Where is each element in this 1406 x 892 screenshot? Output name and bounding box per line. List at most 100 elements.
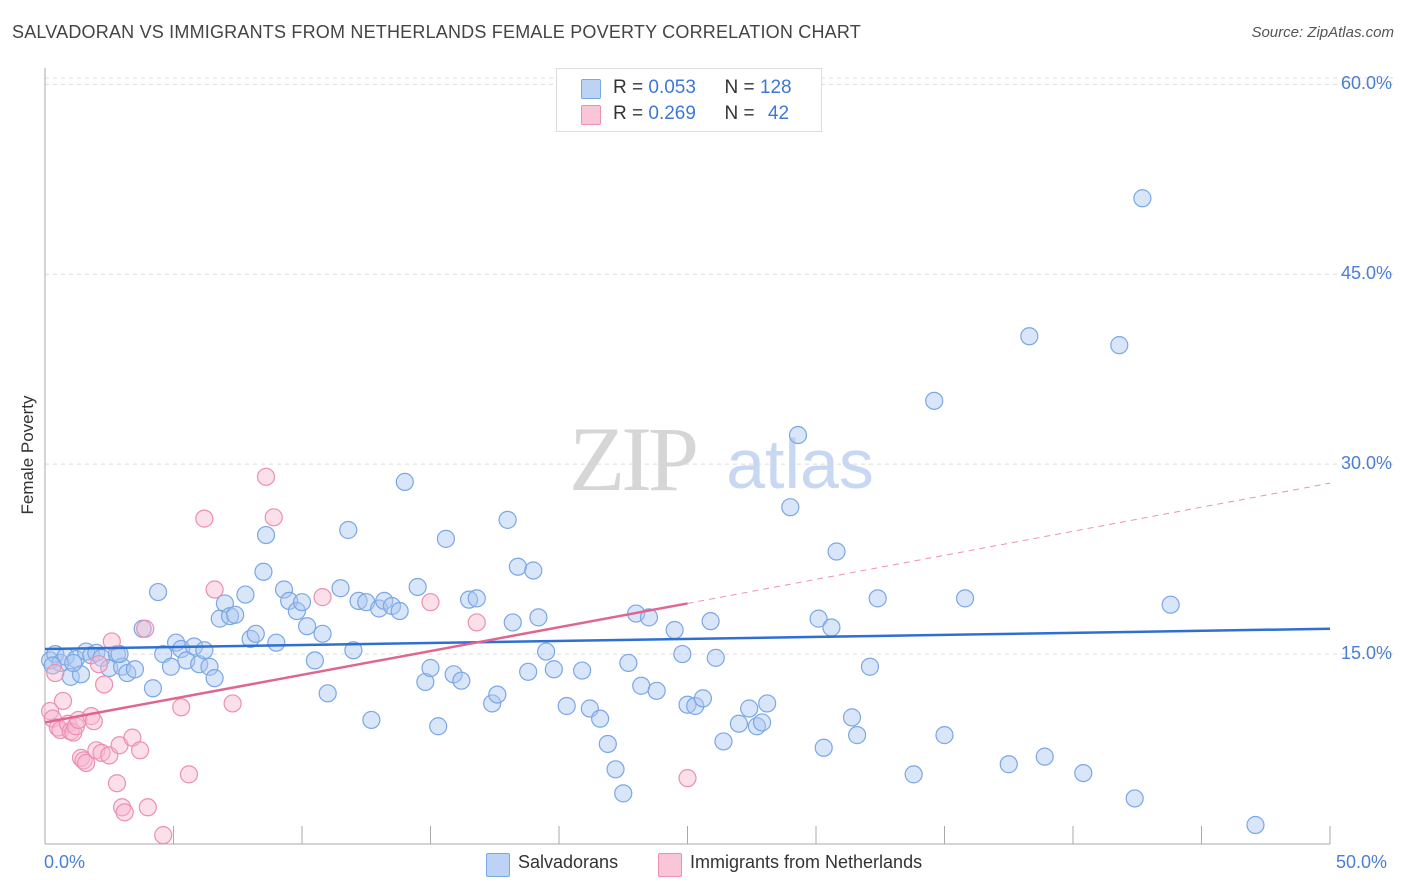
point-salvadoran bbox=[241, 629, 260, 648]
point-salvadoran bbox=[508, 557, 527, 576]
point-netherlands bbox=[195, 509, 214, 528]
n-value-netherlands: 42 bbox=[767, 103, 790, 124]
point-netherlands bbox=[678, 769, 697, 788]
point-salvadoran bbox=[483, 694, 502, 713]
legend-label-salvadorans: Salvadorans bbox=[518, 852, 619, 872]
point-salvadoran bbox=[788, 425, 808, 445]
point-netherlands bbox=[112, 798, 132, 817]
gridlines bbox=[45, 77, 1394, 655]
point-salvadoran bbox=[1246, 815, 1265, 835]
data-points bbox=[41, 189, 1265, 845]
point-netherlands bbox=[89, 655, 109, 674]
point-netherlands bbox=[467, 613, 486, 632]
point-salvadoran bbox=[421, 658, 440, 678]
point-netherlands bbox=[256, 467, 276, 486]
point-salvadoran bbox=[999, 755, 1018, 774]
legend-label-netherlands: Immigrants from Netherlands bbox=[690, 852, 923, 872]
point-salvadoran bbox=[195, 641, 214, 660]
point-salvadoran bbox=[256, 525, 276, 545]
point-salvadoran bbox=[544, 660, 563, 679]
point-salvadoran bbox=[236, 585, 255, 604]
point-salvadoran bbox=[64, 653, 83, 673]
point-salvadoran bbox=[280, 591, 299, 611]
point-salvadoran bbox=[436, 529, 456, 548]
point-netherlands bbox=[107, 774, 127, 793]
n-label: N = bbox=[724, 77, 755, 98]
point-salvadoran bbox=[524, 561, 543, 580]
point-salvadoran bbox=[529, 608, 548, 627]
point-salvadoran bbox=[503, 613, 522, 632]
point-salvadoran bbox=[814, 738, 833, 757]
watermark-zip: ZIP bbox=[569, 408, 696, 510]
point-salvadoran bbox=[452, 671, 471, 690]
point-salvadoran bbox=[557, 696, 576, 716]
chart-title: SALVADORAN VS IMMIGRANTS FROM NETHERLAND… bbox=[12, 22, 861, 42]
legend-swatch-pink bbox=[581, 105, 601, 125]
point-salvadoran bbox=[752, 713, 772, 732]
point-salvadoran bbox=[408, 577, 427, 597]
point-salvadoran bbox=[143, 679, 163, 698]
point-netherlands bbox=[172, 698, 191, 717]
stats-legend: R = 0.053 N = 128 R = 0.269 N = 42 bbox=[556, 68, 822, 132]
point-salvadoran bbox=[429, 717, 448, 736]
point-netherlands bbox=[71, 748, 91, 768]
point-netherlands bbox=[223, 694, 242, 713]
trend-line-salvadorans bbox=[44, 627, 1331, 651]
point-netherlands bbox=[130, 741, 150, 760]
point-netherlands bbox=[264, 508, 283, 527]
point-salvadoran bbox=[318, 684, 337, 703]
point-salvadoran bbox=[292, 593, 312, 612]
point-salvadoran bbox=[842, 708, 862, 727]
point-salvadoran bbox=[390, 601, 409, 621]
point-salvadoran bbox=[619, 653, 638, 673]
trend-lines bbox=[44, 482, 1331, 724]
trend-line-netherlands-extension bbox=[687, 482, 1331, 604]
r-value-salvadorans: 0.053 bbox=[648, 77, 696, 98]
point-salvadoran bbox=[274, 580, 294, 599]
point-salvadoran bbox=[647, 681, 666, 700]
point-salvadoran bbox=[298, 617, 317, 636]
point-salvadoran bbox=[459, 590, 479, 609]
point-salvadoran bbox=[904, 765, 923, 784]
point-salvadoran bbox=[349, 591, 368, 611]
point-salvadoran bbox=[305, 651, 324, 670]
point-salvadoran bbox=[1133, 189, 1152, 208]
point-salvadoran bbox=[161, 657, 181, 676]
point-salvadoran bbox=[598, 734, 617, 754]
point-salvadoran bbox=[868, 589, 887, 608]
point-salvadoran bbox=[519, 662, 538, 681]
point-salvadoran bbox=[848, 726, 867, 745]
point-netherlands bbox=[74, 751, 93, 770]
point-salvadoran bbox=[809, 609, 828, 628]
point-salvadoran bbox=[686, 696, 705, 716]
n-value-salvadorans: 128 bbox=[759, 77, 792, 98]
point-netherlands bbox=[53, 691, 73, 711]
point-salvadoran bbox=[758, 694, 777, 713]
point-salvadoran bbox=[205, 669, 224, 688]
y-tick-label: 30.0% bbox=[1340, 453, 1392, 474]
legend-swatch-blue bbox=[486, 853, 510, 877]
point-salvadoran bbox=[1161, 595, 1180, 614]
x-tick-min: 0.0% bbox=[44, 852, 86, 872]
point-netherlands bbox=[95, 675, 114, 694]
point-netherlands bbox=[205, 580, 224, 599]
point-salvadoran bbox=[678, 695, 697, 714]
point-netherlands bbox=[136, 619, 155, 638]
point-salvadoran bbox=[573, 661, 592, 680]
point-salvadoran bbox=[781, 498, 800, 517]
point-salvadoran bbox=[729, 714, 749, 733]
point-salvadoran bbox=[344, 641, 363, 660]
point-salvadoran bbox=[860, 657, 880, 676]
y-tick-label: 60.0% bbox=[1340, 73, 1392, 94]
point-salvadoran bbox=[614, 784, 633, 803]
point-netherlands bbox=[313, 588, 332, 607]
point-netherlands bbox=[115, 803, 134, 822]
point-netherlands bbox=[421, 593, 440, 612]
point-salvadoran bbox=[706, 648, 725, 667]
point-salvadoran bbox=[246, 624, 265, 643]
point-netherlands bbox=[179, 765, 199, 784]
point-salvadoran bbox=[925, 391, 944, 410]
point-salvadoran bbox=[591, 709, 610, 728]
point-salvadoran bbox=[935, 726, 954, 745]
